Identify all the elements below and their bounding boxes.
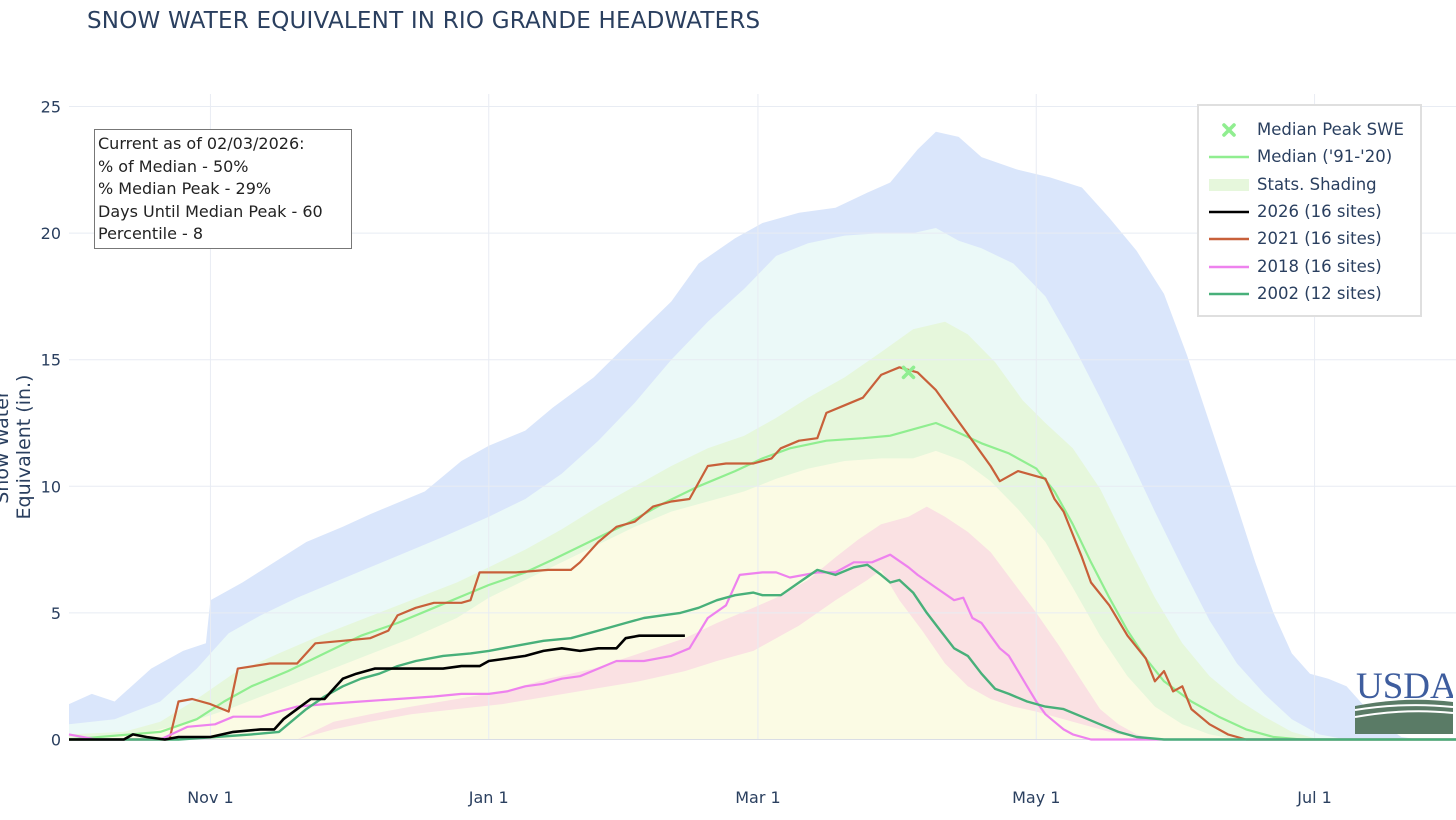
legend-label: 2018 (16 sites) — [1257, 256, 1382, 276]
series-line-2018 — [68, 553, 1456, 741]
chart-legend: Median Peak SWE Median ('91-'20) Stats. Sh… — [1197, 104, 1422, 317]
x-tick-label: May 1 — [1012, 788, 1060, 807]
legend-label: Median ('91-'20) — [1257, 147, 1393, 167]
y-tick-label: 10 — [41, 477, 61, 496]
y-tick-label: 25 — [41, 98, 61, 117]
legend-item[interactable]: 2021 (16 sites) — [1209, 227, 1414, 251]
info-line: % Median Peak - 29% — [98, 179, 272, 199]
y-axis-ticks: 0 5 10 15 20 25 — [41, 98, 61, 750]
legend-label: Stats. Shading — [1257, 174, 1377, 194]
y-tick-label: 5 — [51, 604, 61, 623]
legend-item[interactable]: 2026 (16 sites) — [1209, 200, 1414, 224]
info-line: Current as of 02/03/2026: — [98, 134, 305, 153]
legend-symbol — [1209, 237, 1249, 241]
shading-band-p10_red — [297, 506, 1155, 740]
legend-symbol — [1209, 292, 1249, 296]
legend-symbol — [1209, 210, 1249, 214]
legend-item[interactable]: Median ('91-'20) — [1209, 145, 1414, 169]
y-tick-label: 20 — [41, 224, 61, 243]
legend-symbol — [1209, 178, 1249, 191]
series-line-2026 — [69, 634, 685, 741]
legend-symbol — [1209, 265, 1249, 268]
info-line: Percentile - 8 — [98, 224, 204, 244]
legend-item[interactable]: 2018 (16 sites) — [1209, 255, 1414, 279]
y-tick-label: 15 — [41, 351, 61, 370]
info-line: Days Until Median Peak - 60 — [98, 201, 323, 221]
legend-label: 2021 (16 sites) — [1257, 229, 1382, 249]
info-line: % of Median - 50% — [98, 156, 249, 176]
legend-symbol — [1222, 123, 1236, 137]
x-tick-label: Jul 1 — [1296, 788, 1332, 807]
median-peak-marker — [901, 365, 916, 380]
x-tick-label: Jan 1 — [468, 788, 509, 807]
legend-item[interactable]: 2002 (12 sites) — [1209, 282, 1414, 306]
y-axis-label: Snow Water Equivalent (in.) — [0, 374, 35, 520]
x-tick-label: Mar 1 — [735, 788, 780, 807]
legend-item[interactable]: Stats. Shading — [1209, 173, 1414, 197]
series-lines — [68, 366, 1456, 741]
y-tick-label: 0 — [51, 731, 61, 750]
legend-item[interactable]: Median Peak SWE — [1209, 118, 1414, 142]
x-tick-label: Nov 1 — [187, 788, 234, 807]
series-line-2002 — [69, 563, 1456, 741]
usda-logo: USDA — [1355, 666, 1453, 734]
legend-label: 2026 (16 sites) — [1257, 201, 1382, 221]
legend-symbol — [1209, 155, 1249, 159]
x-axis-ticks: Nov 1 Jan 1 Mar 1 May 1 Jul 1 — [187, 788, 1332, 807]
series-line-2021 — [69, 366, 1456, 741]
current-info-box: Current as of 02/03/2026: % of Median - … — [94, 129, 352, 249]
chart-title: SNOW WATER EQUIVALENT IN RIO GRANDE HEAD… — [87, 8, 761, 34]
markers — [901, 365, 916, 380]
legend-label: Median Peak SWE — [1257, 120, 1404, 139]
legend-label: 2002 (12 sites) — [1257, 283, 1382, 303]
stats-shading-bands — [69, 131, 1420, 740]
